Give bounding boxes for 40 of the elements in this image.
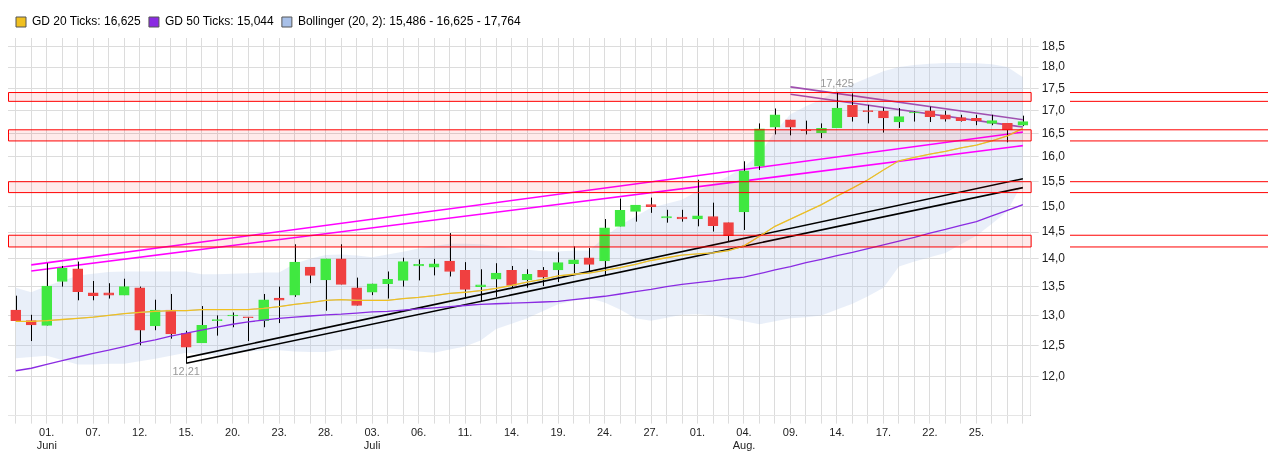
x-tick-label: 14. [829, 426, 845, 439]
y-tick-label: 16,5 [1041, 125, 1066, 140]
x-tick-label: 22. [922, 426, 938, 439]
x-tick-label: 17. [875, 426, 892, 439]
x-tick-label: 09. [782, 426, 799, 439]
x-tick-label: 11. [457, 426, 473, 439]
x-tick-label: 24. [596, 426, 613, 439]
annotation: 17,425 [820, 77, 854, 90]
y-tick-label: 14,0 [1041, 251, 1066, 266]
y-tick-label: 12,5 [1041, 337, 1066, 352]
x-tick-label: 01. [689, 426, 706, 439]
y-tick-label: 13,0 [1041, 307, 1066, 322]
y-tick-label: 18,5 [1041, 38, 1066, 53]
x-tick-label: 14. [503, 426, 520, 439]
y-tick-label: 17,0 [1041, 103, 1066, 118]
x-tick-label: 19. [550, 426, 566, 439]
annotation: 12,21 [172, 364, 200, 377]
x-tick-label: 23. [271, 426, 287, 439]
x-tick-label: 15. [178, 426, 194, 439]
x-tick-label: 07. [85, 426, 101, 439]
legend-label: GD 20 Ticks: 16,625 [32, 14, 142, 29]
x-tick-label: 25. [968, 426, 985, 439]
y-tick-label: 15,5 [1041, 173, 1066, 188]
x-tick-label: 06. [410, 426, 427, 439]
y-tick-label: 15,0 [1041, 198, 1066, 213]
x-tick-label: 04. Aug. [732, 426, 756, 452]
y-tick-label: 13,5 [1041, 278, 1066, 293]
y-tick-label: 17,5 [1041, 80, 1066, 95]
x-tick-label: 03. Juli [363, 426, 381, 452]
legend-label: GD 50 Ticks: 15,044 [164, 14, 274, 29]
x-tick-label: 20. [225, 426, 241, 439]
x-tick-label: 12. [132, 426, 148, 439]
y-tick-label: 12,0 [1041, 368, 1066, 383]
y-tick-label: 16,0 [1041, 149, 1066, 164]
x-tick-label: 01. Juni [36, 426, 57, 452]
y-tick-label: 18,0 [1041, 59, 1066, 74]
x-tick-label: 28. [317, 426, 334, 439]
x-tick-label: 27. [643, 426, 659, 439]
y-tick-label: 14,5 [1041, 224, 1066, 239]
legend-label: Bollinger (20, 2): 15,486 - 16,625 - 17,764 [297, 14, 522, 29]
